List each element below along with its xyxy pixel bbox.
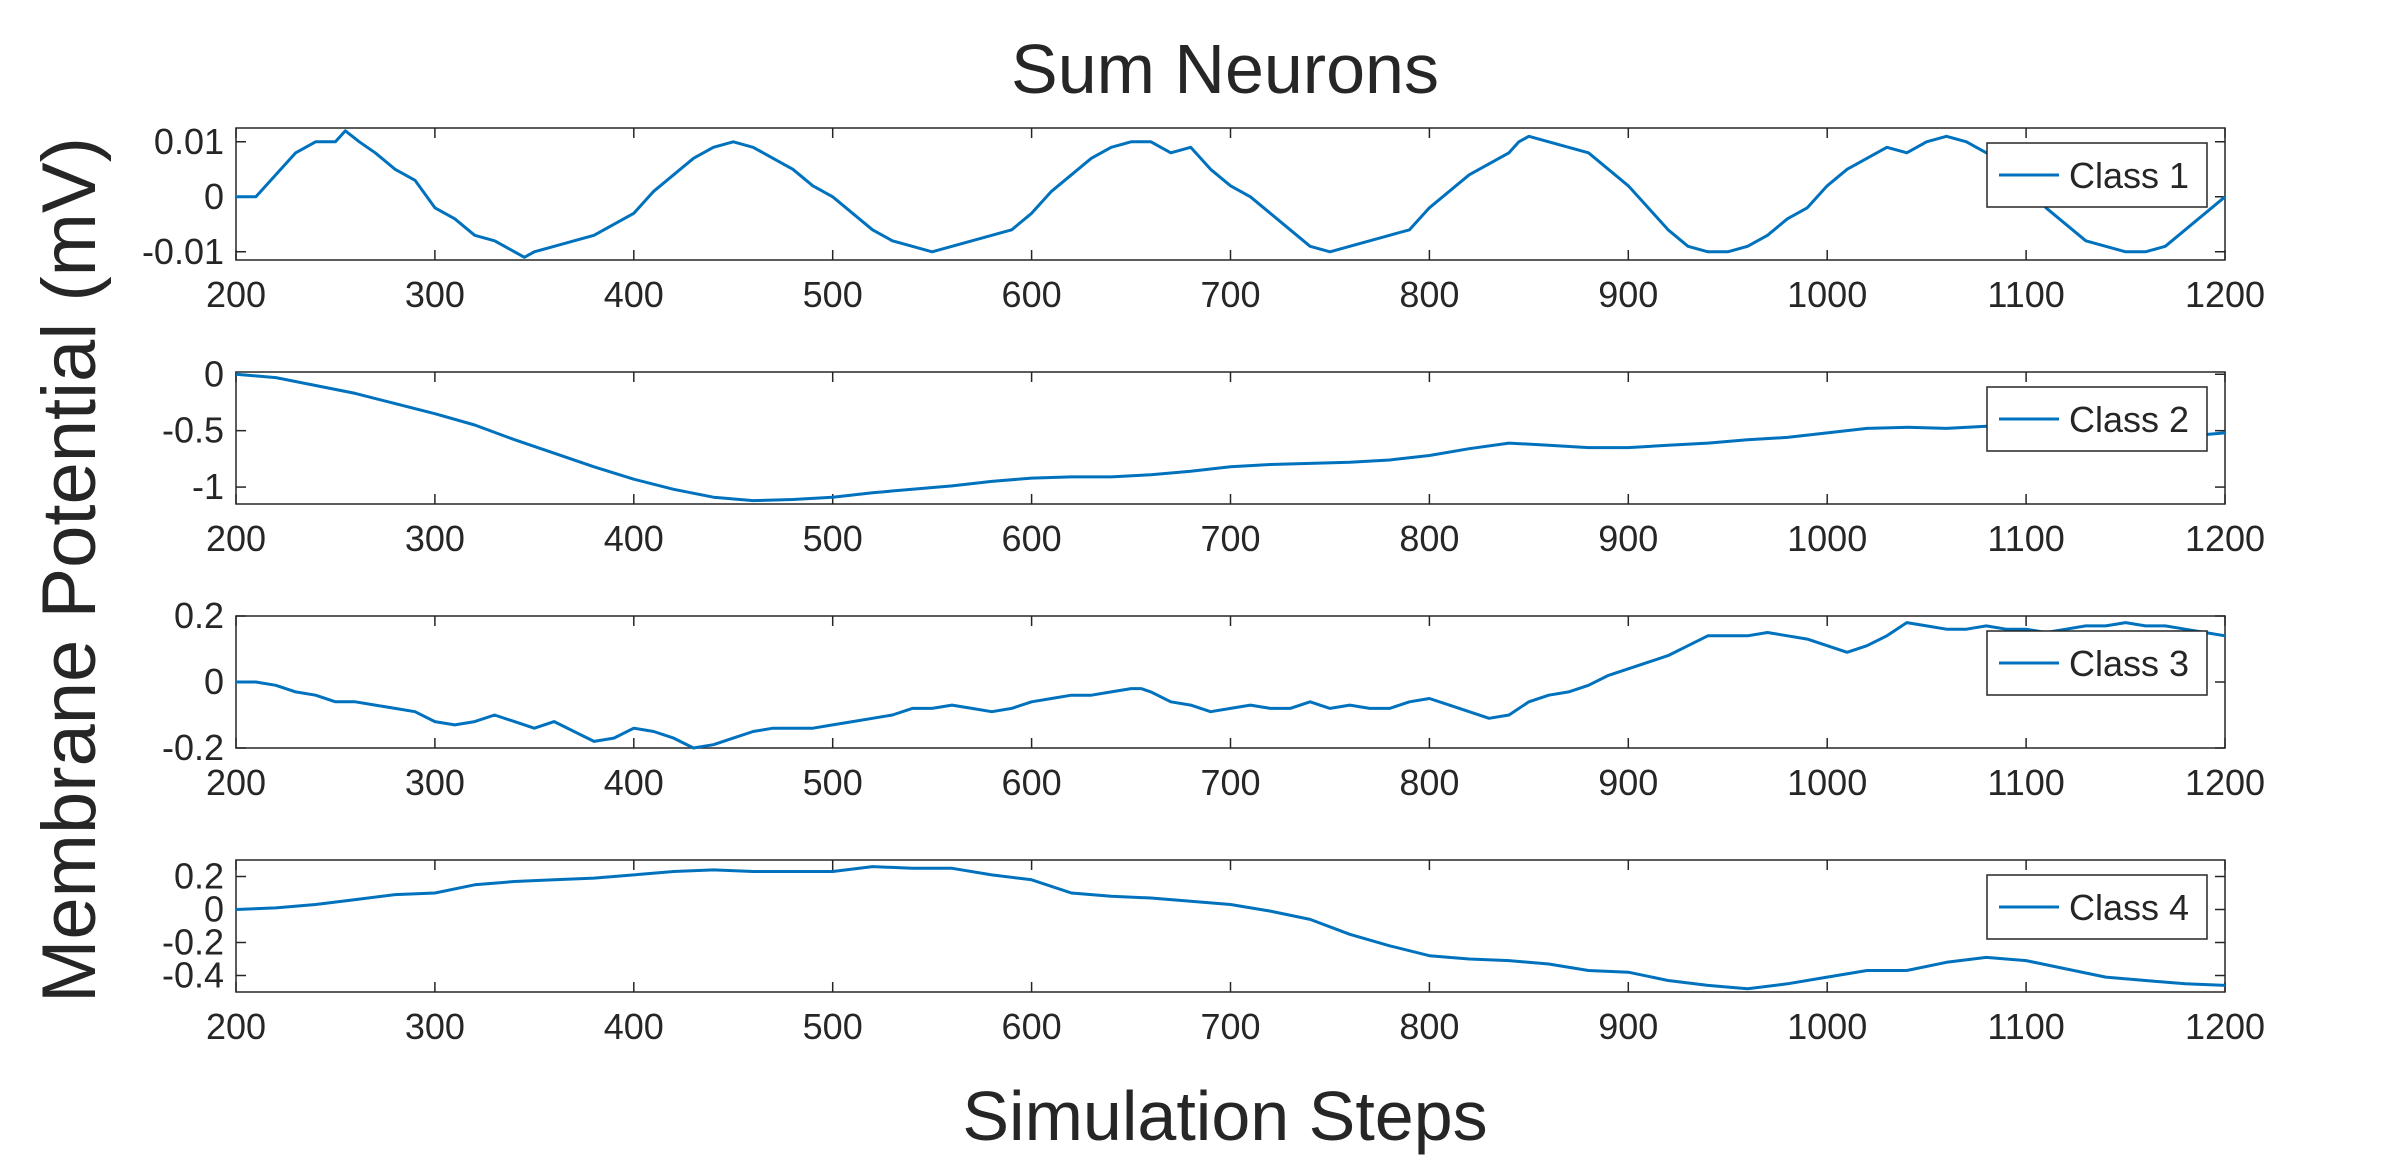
x-tick-label: 700	[1200, 274, 1260, 315]
subplot-class-3: 200 300 400 500 600 700 800 900 1000 1100 1200 -0.2…	[162, 595, 2265, 803]
legend-label: Class 1	[2069, 155, 2189, 196]
x-tick-label: 500	[803, 518, 863, 559]
x-tick-label: 300	[405, 1006, 465, 1047]
subplot-class-2: 200 300 400 500 600 700 800 900 1000 1100 1200 -1 -0…	[162, 353, 2265, 559]
x-tick-label: 1200	[2185, 274, 2265, 315]
x-tick-label: 900	[1598, 762, 1658, 803]
x-axis-label: Simulation Steps	[962, 1077, 1487, 1155]
y-tick-label: 0.2	[174, 595, 224, 636]
x-tick-label: 1200	[2185, 518, 2265, 559]
x-tick-label: 600	[1002, 518, 1062, 559]
axes-box	[235, 127, 2226, 261]
x-tick-label: 1100	[1987, 274, 2064, 315]
legend-label: Class 3	[2069, 643, 2189, 684]
subplot-class-1: 200 300 400 500 600 700 800 900 1000 1100 1200 -0.0…	[142, 121, 2265, 315]
x-tick-label: 900	[1598, 274, 1658, 315]
y-tick-label: -0.2	[162, 727, 224, 768]
y-tick-label: 0	[204, 661, 224, 702]
y-tick-label: 0	[204, 353, 224, 394]
x-tick-label: 1100	[1987, 762, 2064, 803]
axes-box	[235, 615, 2226, 749]
y-tick-label: 0.2	[174, 856, 224, 897]
x-tick-label: 700	[1200, 518, 1260, 559]
series-line	[235, 865, 2226, 991]
x-tick-label: 400	[604, 1006, 664, 1047]
x-tick-label: 300	[405, 274, 465, 315]
x-tick-label: 600	[1002, 762, 1062, 803]
y-axis-label: Membrane Potential (mV)	[27, 137, 112, 1003]
y-tick-label: -0.2	[162, 922, 224, 963]
x-tick-label: 800	[1399, 762, 1459, 803]
x-tick-label: 1000	[1787, 1006, 1867, 1047]
legend-label: Class 2	[2069, 399, 2189, 440]
y-tick-label: 0	[204, 176, 224, 217]
axes-box	[235, 371, 2226, 505]
x-tick-label: 800	[1399, 1006, 1459, 1047]
y-tick-label: 0	[204, 889, 224, 930]
x-tick-label: 300	[405, 518, 465, 559]
series-line	[236, 621, 2226, 750]
x-tick-label: 1100	[1987, 1006, 2064, 1047]
series-line	[236, 129, 2226, 259]
x-tick-label: 1000	[1787, 762, 1867, 803]
x-tick-label: 400	[604, 518, 664, 559]
legend-label: Class 4	[2069, 887, 2189, 928]
chart-title: Sum Neurons	[1011, 30, 1439, 108]
x-tick-label: 1200	[2185, 762, 2265, 803]
y-tick-label: -0.5	[162, 410, 224, 451]
x-tick-label: 1000	[1787, 274, 1867, 315]
y-tick-label: 0.01	[154, 121, 224, 162]
x-tick-label: 300	[405, 762, 465, 803]
x-tick-label: 600	[1002, 1006, 1062, 1047]
x-tick-label: 800	[1399, 274, 1459, 315]
x-tick-label: 900	[1598, 518, 1658, 559]
x-tick-label: 200	[206, 762, 266, 803]
x-tick-label: 500	[803, 1006, 863, 1047]
x-tick-label: 1000	[1787, 518, 1867, 559]
x-tick-label: 500	[803, 274, 863, 315]
y-tick-label: -1	[192, 466, 224, 507]
x-tick-label: 200	[206, 274, 266, 315]
x-tick-label: 1100	[1987, 518, 2064, 559]
x-tick-label: 200	[206, 518, 266, 559]
x-tick-label: 400	[604, 274, 664, 315]
subplot-class-4: 200 300 400 500 600 700 800 900 1000 1100 1200 -0.4…	[162, 856, 2265, 1048]
x-tick-label: 400	[604, 762, 664, 803]
y-tick-label: -0.4	[162, 955, 224, 996]
x-tick-label: 900	[1598, 1006, 1658, 1047]
x-tick-label: 700	[1200, 1006, 1260, 1047]
x-tick-label: 600	[1002, 274, 1062, 315]
x-tick-label: 1200	[2185, 1006, 2265, 1047]
x-tick-label: 500	[803, 762, 863, 803]
x-tick-label: 800	[1399, 518, 1459, 559]
y-tick-label: -0.01	[142, 231, 224, 272]
x-tick-label: 700	[1200, 762, 1260, 803]
series-line	[235, 372, 2226, 503]
x-tick-label: 200	[206, 1006, 266, 1047]
